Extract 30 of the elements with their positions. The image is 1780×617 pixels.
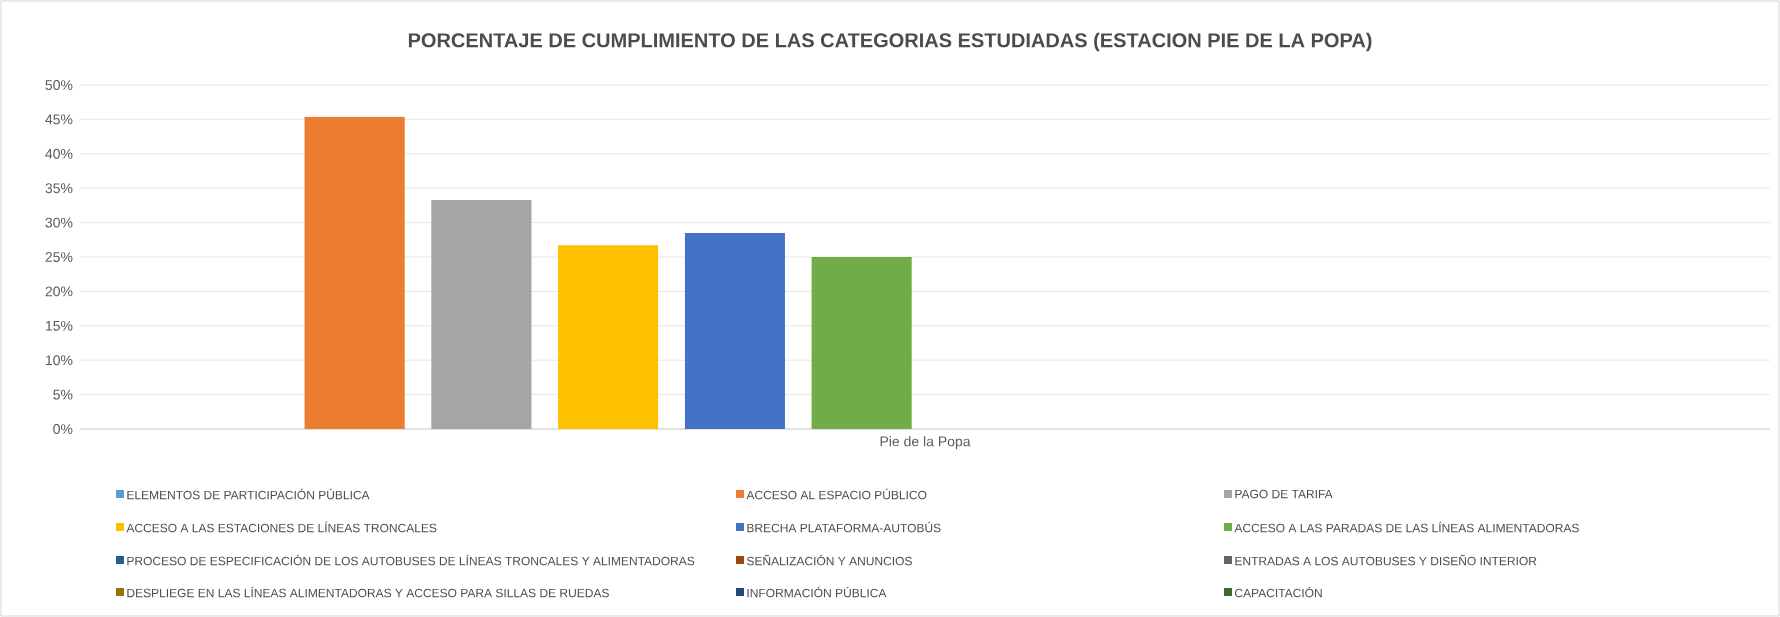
legend-label: ENTRADAS A LOS AUTOBUSES Y DISEÑO INTERIOR bbox=[1235, 554, 1537, 566]
legend-label: SEÑALIZACIÓN Y ANUNCIOS bbox=[746, 554, 912, 566]
legend-label: ACCESO A LAS PARADAS DE LAS LÍNEAS ALIMENTADORAS bbox=[1234, 521, 1579, 533]
y-tick-label: 25% bbox=[45, 252, 73, 262]
bar bbox=[431, 199, 532, 429]
y-tick-label: 20% bbox=[45, 286, 73, 297]
y-tick-label: 45% bbox=[45, 114, 73, 125]
legend-label: PROCESO DE ESPECIFICACIÓN DE LOS AUTOBUSES DE LÍNEAS TRONCALES Y ALIMENTADORAS bbox=[127, 554, 695, 566]
bar bbox=[558, 245, 659, 429]
legend-label: ELEMENTOS DE PARTICIPACIÓN PÚBLICA bbox=[127, 488, 370, 500]
legend-label: ACCESO A LAS ESTACIONES DE LÍNEAS TRONCALES bbox=[126, 521, 437, 533]
y-tick-label: 0% bbox=[53, 424, 73, 434]
y-tick-label: 50% bbox=[45, 80, 73, 90]
y-tick-label: 35% bbox=[45, 183, 73, 194]
y-tick-label: 15% bbox=[45, 320, 73, 331]
bar bbox=[684, 232, 785, 429]
legend-label: PAGO DE TARIFA bbox=[1235, 489, 1333, 499]
y-tick-label: 30% bbox=[45, 217, 73, 228]
legend-label: INFORMACIÓN PÚBLICA bbox=[747, 586, 887, 598]
bar bbox=[304, 116, 405, 429]
legend-label: CAPACITACIÓN bbox=[1235, 586, 1322, 598]
legend-label: BRECHA PLATAFORMA-AUTOBÚS bbox=[747, 521, 941, 533]
x-tick-label: Pie de la Popa bbox=[880, 436, 971, 450]
y-tick-label: 5% bbox=[53, 389, 73, 400]
y-tick-label: 10% bbox=[45, 355, 73, 366]
chart-title: PORCENTAJE DE CUMPLIMIENTO DE LAS CATEGORIAS ESTUDIADAS (ESTACION PIE DE LA POPA) bbox=[408, 32, 1372, 52]
legend-label: DESPLIEGE EN LAS LÍNEAS ALIMENTADORAS Y ACCESO PARA SILLAS DE RUEDAS bbox=[127, 586, 609, 598]
legend-label: ACCESO AL ESPACIO PÚBLICO bbox=[746, 488, 927, 500]
y-tick-label: 40% bbox=[45, 148, 73, 159]
bar bbox=[811, 257, 912, 429]
